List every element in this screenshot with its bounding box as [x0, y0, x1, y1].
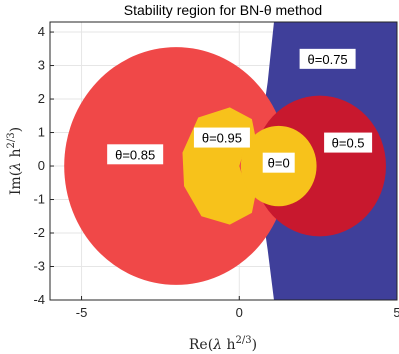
x-axis-label: Re(λ h2/3) — [189, 335, 257, 353]
region-label-text: θ=0.85 — [115, 147, 155, 162]
y-tick-label: -1 — [33, 192, 45, 207]
region-label-text: θ=0.75 — [308, 52, 348, 67]
region-label-4: θ=0 — [262, 152, 295, 173]
y-tick-label: 1 — [38, 125, 45, 140]
region-label-0: θ=0.75 — [299, 48, 356, 69]
region-label-box — [299, 48, 356, 69]
plot-frame — [49, 21, 398, 301]
x-tick-label: -5 — [76, 305, 88, 320]
region-label-box — [107, 144, 164, 165]
region-labels: θ=0.75 θ=0.85 θ=0.95 θ=0.5 θ=0 — [107, 48, 373, 173]
region-label-box — [324, 132, 373, 153]
axes: -5 0 5 -4 -3 -2 -1 0 1 2 3 4 — [33, 21, 399, 320]
chart-title: Stability region for BN-θ method — [124, 2, 322, 18]
region-label-text: θ=0.5 — [332, 136, 365, 151]
y-tick-label: -3 — [33, 259, 45, 274]
y-axis-label: Im(λ h2/3) — [6, 127, 24, 195]
region-label-box — [262, 152, 295, 173]
x-tick-label: 5 — [393, 305, 399, 320]
y-tick-label: -2 — [33, 225, 45, 240]
x-tick-label: 0 — [236, 305, 243, 320]
y-tick-label: 2 — [38, 91, 45, 106]
region-label-text: θ=0.95 — [202, 131, 242, 146]
region-theta-0.85 — [64, 47, 289, 285]
region-label-2: θ=0.95 — [193, 127, 250, 148]
y-tick-label: -4 — [33, 292, 45, 307]
region-label-1: θ=0.85 — [107, 144, 164, 165]
y-tick-label: 4 — [38, 24, 45, 39]
y-tick-label: 3 — [38, 58, 45, 73]
region-label-text: θ=0 — [268, 156, 290, 171]
region-label-3: θ=0.5 — [324, 132, 373, 153]
y-tick-label: 0 — [38, 158, 45, 173]
region-label-box — [193, 127, 250, 148]
